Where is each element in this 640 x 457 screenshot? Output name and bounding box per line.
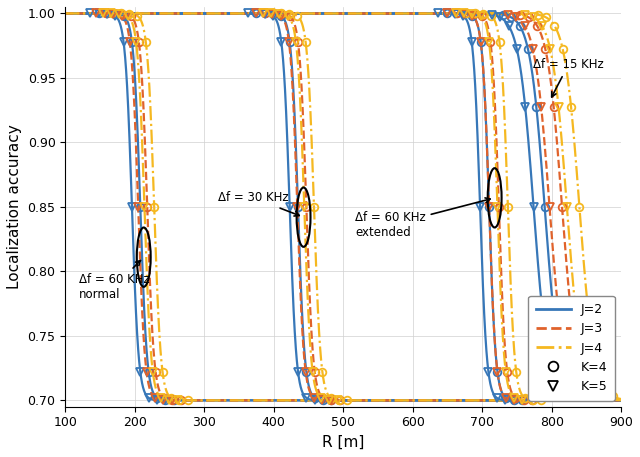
Legend: J=2, J=3, J=4, K=4, K=5: J=2, J=3, J=4, K=4, K=5 [528, 296, 615, 400]
Text: Δf = 60 KHz
extended: Δf = 60 KHz extended [355, 198, 490, 239]
Text: Δf = 15 KHz: Δf = 15 KHz [533, 58, 604, 97]
Y-axis label: Localization accuracy: Localization accuracy [7, 124, 22, 289]
Text: Δf = 60 KHz
normal: Δf = 60 KHz normal [79, 260, 150, 301]
X-axis label: R [m]: R [m] [322, 435, 364, 450]
Text: Δf = 30 KHz: Δf = 30 KHz [218, 191, 300, 216]
